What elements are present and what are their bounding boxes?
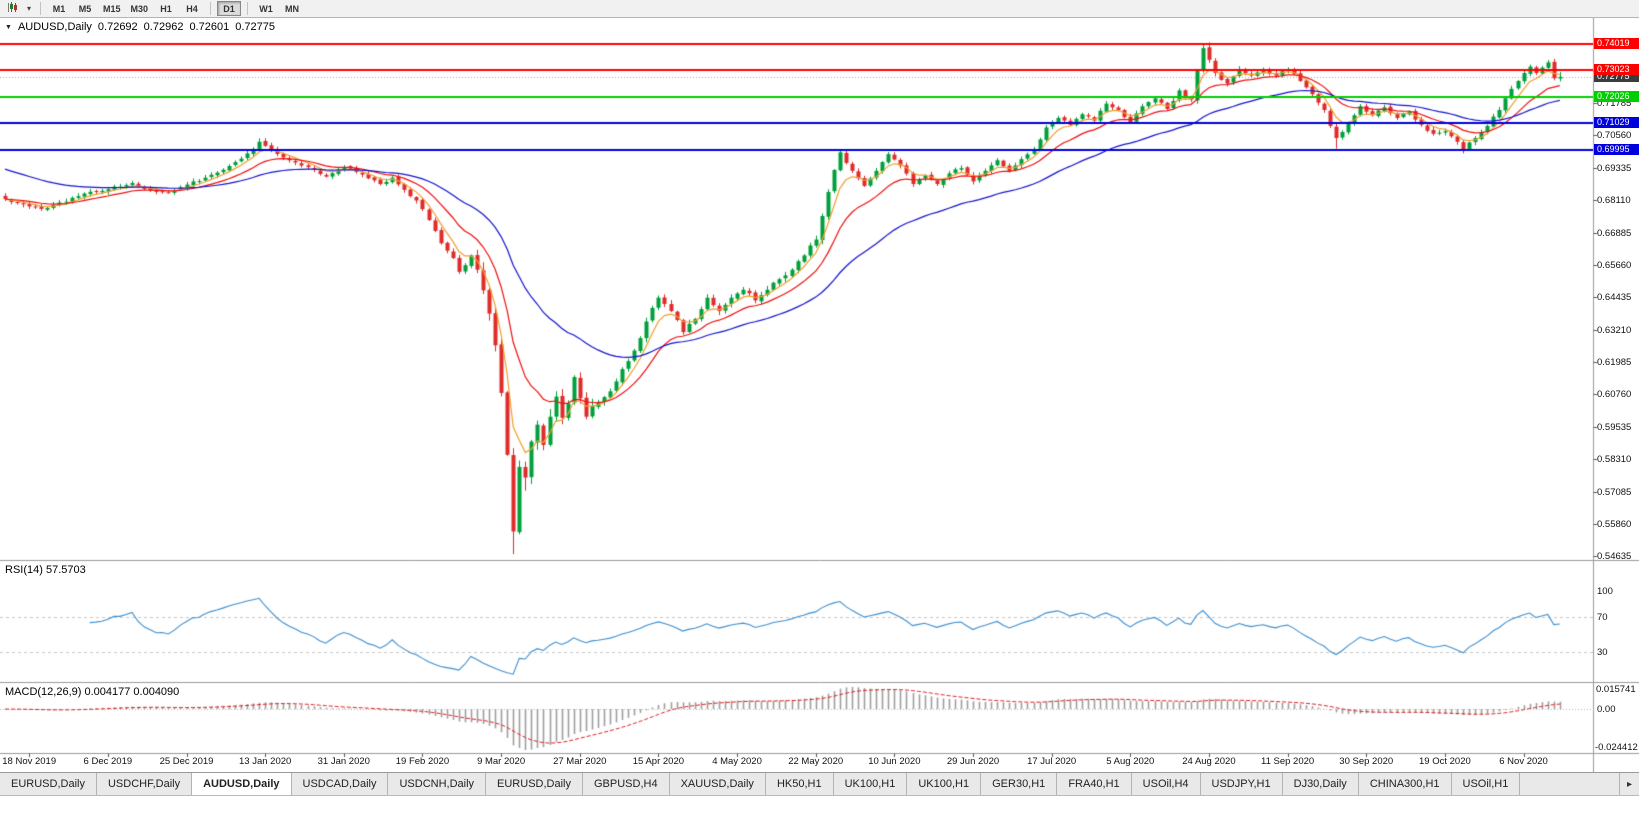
chart-tab-uk100-h1[interactable]: UK100,H1 [907,773,982,795]
chart-tab-usoil-h1[interactable]: USOil,H1 [1451,773,1521,795]
chart-window: ▼ AUDUSD,Daily 0.72692 0.72962 0.72601 0… [0,18,1639,772]
ohlc-low: 0.72601 [189,21,230,33]
timeframe-button-h4[interactable]: H4 [180,1,204,16]
toolbar-separator [40,2,41,15]
timeframe-button-m5[interactable]: M5 [73,1,97,16]
timeframe-group: M1 M5 M15 M30 H1 H4 D1 W1 MN [46,1,305,16]
chart-tab-gbpusd-h4[interactable]: GBPUSD,H4 [583,773,670,795]
chart-tab-hk50-h1[interactable]: HK50,H1 [765,773,834,795]
collapse-arrow-icon: ▼ [5,23,12,31]
chart-tab-usdchf-daily[interactable]: USDCHF,Daily [96,773,193,795]
chart-type-dropdown[interactable]: ▾ [23,1,35,16]
chart-tab-usdcnh-daily[interactable]: USDCNH,Daily [388,773,487,795]
rsi-indicator-label: RSI(14) 57.5703 [5,564,86,576]
chart-symbol-label: AUDUSD,Daily [17,21,92,33]
chart-tab-bar: EURUSD,Daily USDCHF,Daily AUDUSD,Daily USDC… [0,772,1639,796]
timeframe-button-h1[interactable]: H1 [154,1,178,16]
timeframe-button-d1[interactable]: D1 [217,1,242,16]
timeframe-button-m1[interactable]: M1 [47,1,71,16]
timeframe-button-m15[interactable]: M15 [99,1,125,16]
price-chart-canvas[interactable] [0,18,1639,772]
chart-tab-china300-h1[interactable]: CHINA300,H1 [1358,773,1452,795]
ohlc-open: 0.72692 [97,21,138,33]
chart-tab-fra40-h1[interactable]: FRA40,H1 [1057,773,1132,795]
timeframe-button-mn[interactable]: MN [280,1,304,16]
ohlc-close: 0.72775 [235,21,275,33]
tab-scroll-right-button[interactable]: ▸ [1618,773,1639,795]
toolbar-separator [247,2,249,15]
toolbar-separator [210,2,212,15]
chart-tab-usdcad-daily[interactable]: USDCAD,Daily [291,773,389,795]
ohlc-high: 0.72962 [143,21,184,33]
timeframe-button-w1[interactable]: W1 [254,1,278,16]
chart-tab-audusd-daily[interactable]: AUDUSD,Daily [192,773,292,795]
chart-tab-eurusd-daily[interactable]: EURUSD,Daily [486,773,583,795]
candlestick-chart-icon [7,1,19,16]
timeframe-button-m30[interactable]: M30 [127,1,153,16]
chart-tab-dj30-daily[interactable]: DJ30,Daily [1282,773,1359,795]
macd-indicator-label: MACD(12,26,9) 0.004177 0.004090 [5,686,180,698]
tab-bar-spacer [1520,773,1619,795]
chart-tab-xauusd-daily[interactable]: XAUUSD,Daily [669,773,766,795]
chart-tab-usoil-h4[interactable]: USOil,H4 [1131,773,1201,795]
chart-tab-eurusd-daily[interactable]: EURUSD,Daily [0,773,97,795]
chart-title: ▼ AUDUSD,Daily 0.72692 0.72962 0.72601 0… [5,21,275,33]
chart-tab-ger30-h1[interactable]: GER30,H1 [981,773,1058,795]
chevron-down-icon: ▾ [26,4,31,13]
chart-tab-uk100-h1[interactable]: UK100,H1 [833,773,908,795]
chart-tab-usdjpy-h1[interactable]: USDJPY,H1 [1200,773,1283,795]
status-area [0,796,1639,837]
top-toolbar: ▾ M1 M5 M15 M30 H1 H4 D1 W1 MN [0,0,1639,18]
chart-type-button[interactable] [3,1,23,16]
